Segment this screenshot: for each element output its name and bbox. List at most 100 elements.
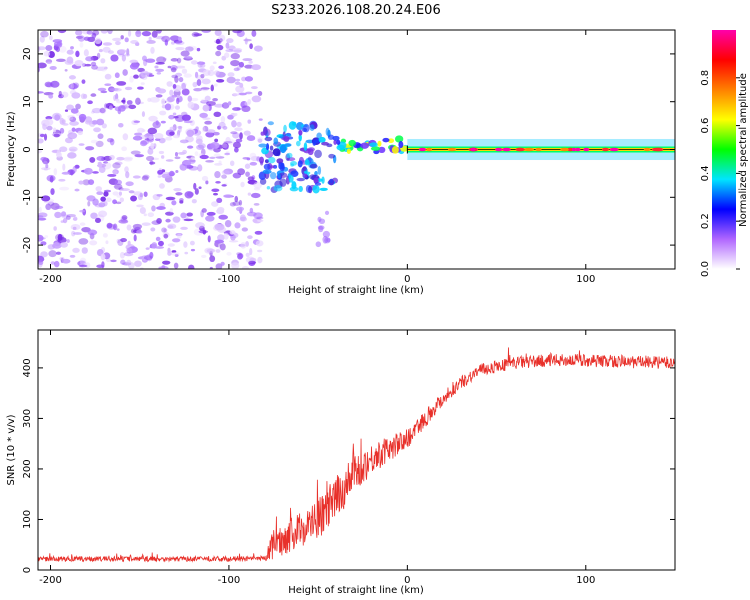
spectrogram-blob [165, 136, 173, 141]
spectrogram-marks [38, 30, 675, 269]
spectrogram-blob [187, 101, 195, 109]
spectrogram-blob [315, 241, 322, 248]
tone-peak [426, 147, 433, 152]
spectrogram-blob [106, 222, 113, 229]
spectrogram-blob [126, 259, 132, 266]
spectrogram-blob [238, 199, 243, 206]
spectrogram-blob [226, 38, 234, 44]
spectrogram-blob [50, 80, 60, 88]
spectrogram-blob [139, 206, 146, 215]
spectrogram-blob [215, 180, 221, 184]
spectrogram-blob [191, 199, 197, 204]
spectrogram-blob [199, 112, 208, 119]
spectrogram-blob [225, 136, 231, 145]
spectrogram-blob [240, 181, 245, 188]
spectrogram-blob [197, 143, 206, 149]
spectrogram-blob [116, 238, 121, 244]
spectrogram-blob [227, 114, 234, 120]
spectrogram-blob [155, 138, 161, 142]
spectrogram-blob [265, 143, 270, 151]
spectrogram-blob [329, 178, 334, 184]
tone-peak [601, 147, 610, 152]
spectrogram-blob [176, 57, 182, 64]
spectrogram-blob [158, 266, 162, 269]
spectrogram-blob [220, 116, 226, 124]
spectrogram-blob [163, 228, 168, 233]
spectrogram-blob [75, 103, 81, 110]
spectrogram-blob [333, 139, 337, 145]
spectrogram-blob [53, 226, 57, 231]
spectrogram-blob [213, 192, 218, 196]
spectrogram-blob [167, 243, 175, 247]
spectrogram-blob [245, 91, 253, 95]
spectrogram-blob [217, 234, 225, 241]
spectrogram-blob [177, 125, 183, 129]
spectrogram-blob [273, 137, 279, 145]
spectrogram-blob [100, 253, 106, 261]
spectrogram-blob [98, 49, 103, 53]
spectrogram-blob [161, 227, 167, 233]
spectrogram-blob [87, 100, 93, 105]
spectrogram-blob [165, 211, 174, 216]
spectrogram-blob [156, 206, 166, 210]
spectrogram-blob [369, 142, 379, 147]
spectrogram-blob [137, 86, 144, 90]
tone-peak [470, 147, 476, 152]
spectrogram-blob [44, 235, 49, 238]
spectrogram-blob [206, 101, 216, 106]
tone-peak [515, 147, 525, 152]
spectrogram-blob [130, 40, 139, 45]
spectrogram-blob [86, 195, 96, 202]
spectrogram-blob [133, 74, 139, 79]
spectrogram-blob [58, 45, 67, 53]
spectrogram-blob [282, 135, 290, 142]
spectrogram-blob [72, 247, 80, 253]
spectrogram-blob [72, 232, 82, 235]
spectrogram-blob [263, 163, 271, 170]
spectrogram-blob [38, 64, 41, 69]
spectrogram-blob [125, 53, 130, 57]
spectrogram-blob [214, 223, 225, 231]
spectrogram-blob [249, 43, 253, 50]
tone-peak [495, 147, 503, 152]
spectrogram-blob [222, 125, 228, 130]
spectrogram-blob [173, 262, 179, 269]
spectrogram-blob [83, 49, 89, 57]
tone-peak [571, 147, 576, 152]
spectrogram-blob [81, 79, 86, 84]
colorbar-tick-label: 0.6 [700, 118, 711, 134]
spectrogram-blob [277, 173, 281, 179]
spectrogram-blob [236, 107, 241, 111]
spectrogram-blob [251, 30, 257, 37]
spectrogram-blob [235, 206, 245, 212]
spectrogram-blob [122, 69, 128, 76]
spectrogram-blob [55, 58, 66, 63]
spectrogram-blob [78, 180, 84, 185]
spectrogram-blob [85, 146, 95, 151]
spectrogram-blob [64, 60, 74, 65]
spectrogram-blob [92, 30, 100, 36]
x-tick-label: -100 [218, 274, 241, 285]
spectrogram-blob [115, 98, 120, 102]
spectrogram-blob [41, 195, 51, 202]
spectrogram-blob [176, 97, 180, 105]
spectrogram-blob [270, 172, 277, 180]
spectrogram-blob [256, 219, 264, 222]
spectrogram-blob [59, 186, 70, 191]
spectrogram-blob [284, 143, 292, 147]
snr-y-label: SNR (10 * v/v) [6, 414, 17, 485]
spectrogram-blob [253, 45, 263, 52]
spectrogram-blob [56, 149, 61, 156]
spectrogram-blob [253, 181, 263, 189]
tone-peak [535, 147, 542, 152]
spectrogram-blob [234, 127, 243, 132]
tone-peak [643, 147, 651, 152]
spectrogram-blob [185, 135, 194, 143]
spectrogram-blob [180, 50, 190, 57]
spectrogram-blob [224, 219, 232, 228]
spectrogram-blob [202, 117, 211, 120]
spectrogram-blob [214, 138, 219, 143]
spectrogram-blob [305, 184, 312, 193]
spectrogram-blob [67, 132, 78, 140]
spectrogram-blob [123, 251, 134, 257]
